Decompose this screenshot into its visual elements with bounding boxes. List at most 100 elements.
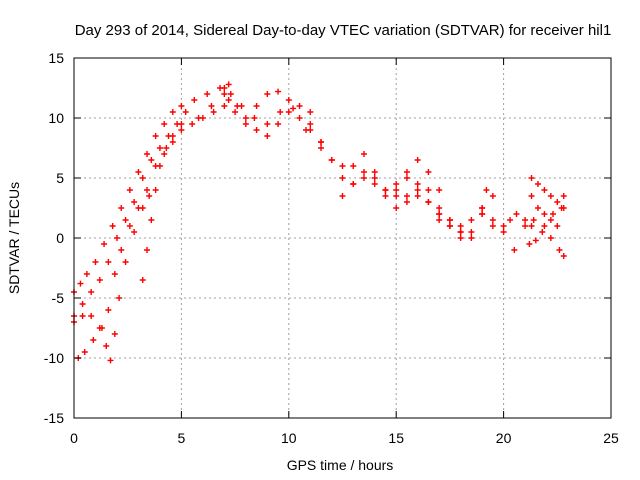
- data-point: [178, 127, 185, 133]
- x-tick-label: 10: [281, 430, 297, 446]
- data-point: [403, 199, 410, 205]
- axis-ticks: 0 5 10 15 20 25 -15 -10 -5 0 5 10 15: [44, 50, 619, 446]
- data-point: [81, 349, 88, 355]
- data-point: [483, 187, 490, 193]
- series-track-6: [221, 85, 314, 121]
- data-point: [425, 169, 432, 175]
- data-point: [285, 109, 292, 115]
- data-point: [539, 229, 546, 235]
- data-point: [83, 271, 90, 277]
- data-point: [414, 187, 421, 193]
- data-point: [393, 205, 400, 211]
- data-point: [382, 193, 389, 199]
- series-track-13: [436, 193, 529, 253]
- data-point: [371, 181, 378, 187]
- data-point: [360, 151, 367, 157]
- data-point: [131, 229, 138, 235]
- data-point: [225, 81, 232, 88]
- data-point: [528, 223, 535, 229]
- data-point: [113, 235, 120, 241]
- x-tick-label: 20: [496, 430, 512, 446]
- series-track-8: [225, 97, 309, 133]
- data-point: [109, 223, 116, 229]
- data-point: [457, 229, 464, 235]
- data-point: [199, 115, 206, 121]
- data-point: [530, 217, 537, 223]
- data-point: [227, 91, 234, 97]
- data-point: [107, 357, 114, 364]
- data-point: [204, 91, 211, 97]
- data-point: [558, 205, 565, 211]
- data-point: [251, 115, 258, 121]
- data-point: [547, 193, 554, 199]
- data-point: [534, 181, 541, 187]
- data-point: [152, 187, 159, 193]
- data-point: [468, 235, 475, 241]
- series-track-17: [530, 217, 567, 259]
- data-point: [307, 121, 314, 127]
- data-point: [253, 127, 260, 133]
- data-point: [436, 217, 443, 223]
- data-point: [144, 187, 151, 193]
- x-tick-label: 0: [70, 430, 78, 446]
- data-point: [169, 139, 176, 145]
- series-track-15: [528, 175, 567, 205]
- data-point: [550, 211, 557, 217]
- x-tick-label: 5: [178, 430, 186, 446]
- data-point: [425, 199, 432, 205]
- data-point: [148, 157, 155, 163]
- y-axis-label: SDTVAR / TECUs: [6, 182, 22, 294]
- data-point: [339, 163, 346, 169]
- data-point: [414, 181, 421, 187]
- data-point: [382, 187, 389, 193]
- series-track-5: [139, 121, 185, 283]
- data-point: [414, 193, 421, 199]
- data-point: [507, 217, 514, 223]
- y-tick-label: -5: [52, 290, 65, 306]
- data-point: [489, 193, 496, 199]
- data-point: [403, 169, 410, 175]
- data-point: [560, 253, 567, 259]
- data-point: [131, 199, 138, 205]
- data-point: [96, 325, 103, 331]
- data-point: [350, 163, 357, 169]
- data-point: [156, 145, 163, 151]
- data-point: [139, 277, 146, 283]
- data-point: [144, 247, 151, 253]
- data-point: [328, 157, 335, 163]
- data-point: [126, 223, 133, 229]
- data-point: [371, 169, 378, 175]
- data-point: [225, 97, 232, 103]
- data-point: [414, 157, 421, 163]
- x-tick-label: 25: [603, 430, 619, 446]
- data-point: [105, 307, 112, 313]
- data-point: [221, 91, 228, 97]
- x-axis-label: GPS time / hours: [287, 457, 394, 473]
- y-tick-label: 15: [48, 50, 64, 66]
- data-point: [221, 85, 228, 91]
- data-point: [96, 277, 103, 283]
- data-point: [350, 181, 357, 187]
- data-point: [105, 259, 112, 265]
- data-point: [264, 133, 271, 139]
- data-point: [144, 151, 151, 157]
- data-point: [393, 193, 400, 199]
- data-point: [161, 151, 168, 157]
- data-point: [541, 223, 548, 229]
- data-point: [500, 229, 507, 235]
- y-tick-label: 5: [56, 170, 64, 186]
- data-point: [554, 199, 561, 205]
- data-point: [436, 205, 443, 211]
- data-point: [118, 205, 125, 211]
- data-point: [511, 247, 518, 253]
- chart-title: Day 293 of 2014, Sidereal Day-to-day VTE…: [75, 22, 612, 39]
- data-point: [296, 103, 303, 109]
- data-point: [339, 193, 346, 199]
- series-track-14: [479, 205, 535, 235]
- data-point: [111, 271, 118, 277]
- data-point: [547, 235, 554, 241]
- data-point: [307, 109, 314, 115]
- data-point: [479, 211, 486, 217]
- data-point: [513, 211, 520, 217]
- data-point: [446, 223, 453, 229]
